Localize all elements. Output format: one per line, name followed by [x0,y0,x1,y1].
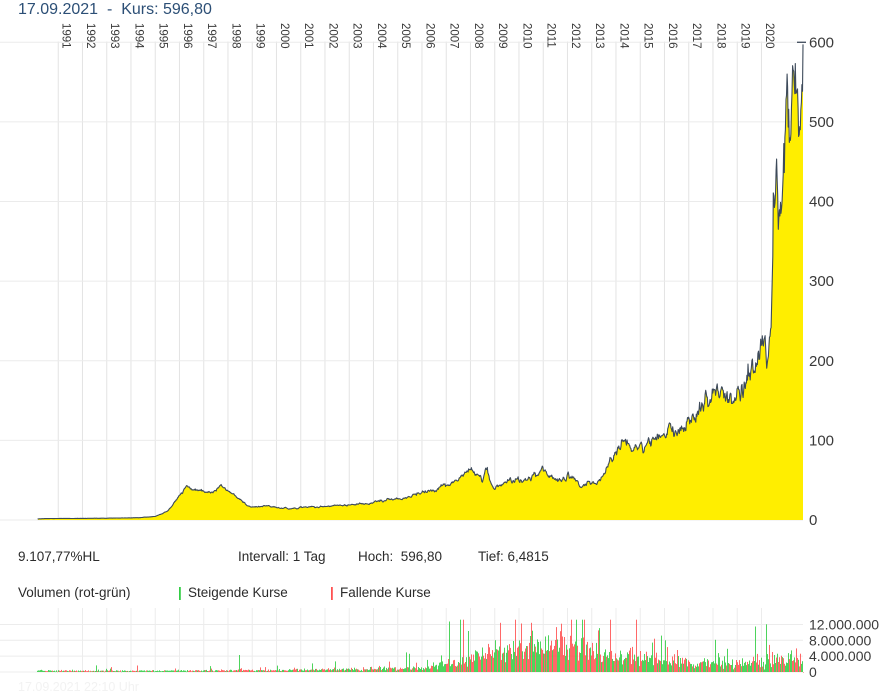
svg-text:2001: 2001 [302,23,314,49]
svg-text:2006: 2006 [423,23,435,49]
svg-text:2013: 2013 [593,23,605,49]
svg-text:1999: 1999 [254,23,266,49]
svg-text:2020: 2020 [763,23,775,49]
svg-text:2010: 2010 [520,23,532,49]
svg-text:2003: 2003 [351,23,363,49]
svg-text:300: 300 [809,273,834,290]
svg-text:4.000.000: 4.000.000 [809,648,871,664]
svg-text:2008: 2008 [472,23,484,49]
svg-text:1998: 1998 [229,23,241,49]
svg-text:2007: 2007 [448,23,460,49]
svg-text:1991: 1991 [60,23,72,49]
svg-text:1996: 1996 [181,23,193,49]
svg-text:500: 500 [809,114,834,131]
svg-text:2012: 2012 [569,23,581,49]
svg-text:1995: 1995 [157,23,169,49]
svg-text:2005: 2005 [399,23,411,49]
svg-text:12.000.000: 12.000.000 [809,616,879,632]
svg-text:1993: 1993 [108,23,120,49]
svg-text:200: 200 [809,353,834,370]
svg-text:600: 600 [809,34,834,51]
svg-text:2011: 2011 [545,23,557,48]
svg-text:2019: 2019 [739,23,751,49]
svg-text:400: 400 [809,194,834,211]
svg-text:2004: 2004 [375,23,387,49]
svg-text:2009: 2009 [496,23,508,49]
svg-text:2000: 2000 [278,23,290,49]
svg-text:2015: 2015 [642,23,654,49]
svg-text:0: 0 [809,664,817,680]
svg-text:1992: 1992 [84,23,96,49]
svg-text:2002: 2002 [326,23,338,49]
svg-text:2016: 2016 [666,23,678,49]
svg-text:1997: 1997 [205,23,217,49]
svg-text:100: 100 [809,432,834,449]
svg-text:0: 0 [809,512,817,529]
svg-text:2017: 2017 [690,23,702,49]
svg-text:2018: 2018 [714,23,726,49]
svg-text:8.000.000: 8.000.000 [809,632,871,648]
svg-text:2014: 2014 [617,23,629,49]
svg-text:1994: 1994 [132,23,144,49]
